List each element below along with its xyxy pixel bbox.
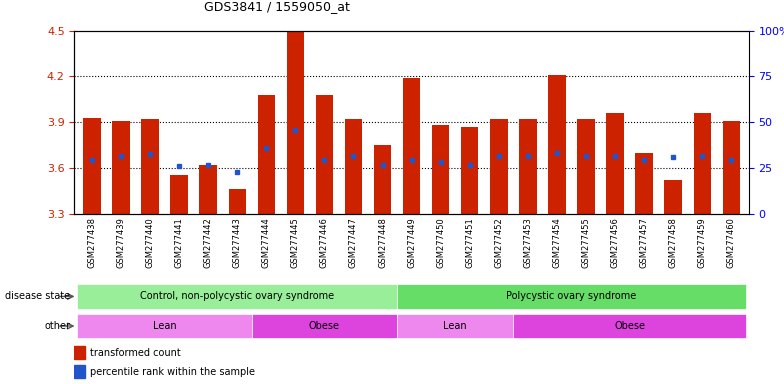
Bar bbox=[694, 113, 711, 214]
Bar bbox=[78, 284, 397, 309]
Text: GSM277450: GSM277450 bbox=[436, 217, 445, 268]
Text: Control, non-polycystic ovary syndrome: Control, non-polycystic ovary syndrome bbox=[140, 291, 334, 301]
Text: GSM277448: GSM277448 bbox=[378, 217, 387, 268]
Bar bbox=[432, 125, 449, 214]
Text: GSM277452: GSM277452 bbox=[494, 217, 503, 268]
Bar bbox=[514, 314, 746, 338]
Text: GSM277446: GSM277446 bbox=[320, 217, 329, 268]
Bar bbox=[78, 314, 252, 338]
Bar bbox=[490, 119, 507, 214]
Bar bbox=[723, 121, 740, 214]
Text: GSM277440: GSM277440 bbox=[146, 217, 154, 268]
Text: other: other bbox=[45, 321, 71, 331]
Text: GSM277442: GSM277442 bbox=[204, 217, 212, 268]
Bar bbox=[83, 118, 100, 214]
Bar bbox=[141, 119, 158, 214]
Bar bbox=[635, 152, 653, 214]
Text: Lean: Lean bbox=[153, 321, 176, 331]
Text: Polycystic ovary syndrome: Polycystic ovary syndrome bbox=[506, 291, 637, 301]
Bar bbox=[74, 365, 85, 378]
Bar bbox=[228, 189, 246, 214]
Bar bbox=[345, 119, 362, 214]
Text: Lean: Lean bbox=[444, 321, 467, 331]
Text: GSM277438: GSM277438 bbox=[88, 217, 96, 268]
Bar bbox=[548, 75, 565, 214]
Bar bbox=[316, 95, 333, 214]
Bar bbox=[577, 119, 595, 214]
Bar bbox=[74, 346, 85, 359]
Bar bbox=[287, 31, 304, 214]
Text: GSM277459: GSM277459 bbox=[698, 217, 706, 268]
Text: percentile rank within the sample: percentile rank within the sample bbox=[89, 367, 255, 377]
Text: GSM277441: GSM277441 bbox=[175, 217, 183, 268]
Bar bbox=[397, 314, 514, 338]
Bar bbox=[374, 145, 391, 214]
Text: GSM277456: GSM277456 bbox=[611, 217, 619, 268]
Text: GSM277444: GSM277444 bbox=[262, 217, 270, 268]
Bar bbox=[519, 119, 536, 214]
Text: GSM277458: GSM277458 bbox=[669, 217, 677, 268]
Text: GSM277451: GSM277451 bbox=[465, 217, 474, 268]
Text: GSM277457: GSM277457 bbox=[640, 217, 648, 268]
Text: GSM277453: GSM277453 bbox=[524, 217, 532, 268]
Bar bbox=[664, 180, 682, 214]
Text: GDS3841 / 1559050_at: GDS3841 / 1559050_at bbox=[204, 0, 350, 13]
Bar bbox=[112, 121, 129, 214]
Text: GSM277455: GSM277455 bbox=[582, 217, 590, 268]
Text: Obese: Obese bbox=[309, 321, 340, 331]
Text: GSM277445: GSM277445 bbox=[291, 217, 299, 268]
Text: GSM277454: GSM277454 bbox=[553, 217, 561, 268]
Bar bbox=[170, 175, 188, 214]
Text: transformed count: transformed count bbox=[89, 348, 180, 358]
Bar bbox=[606, 113, 624, 214]
Bar bbox=[252, 314, 397, 338]
Bar bbox=[199, 165, 217, 214]
Bar bbox=[258, 95, 275, 214]
Text: Obese: Obese bbox=[614, 321, 645, 331]
Text: GSM277460: GSM277460 bbox=[727, 217, 735, 268]
Text: disease state: disease state bbox=[5, 291, 71, 301]
Text: GSM277439: GSM277439 bbox=[117, 217, 125, 268]
Text: GSM277443: GSM277443 bbox=[233, 217, 241, 268]
Bar bbox=[403, 78, 420, 214]
Text: GSM277449: GSM277449 bbox=[407, 217, 416, 268]
Text: GSM277447: GSM277447 bbox=[349, 217, 358, 268]
Bar bbox=[461, 127, 478, 214]
Bar bbox=[397, 284, 746, 309]
